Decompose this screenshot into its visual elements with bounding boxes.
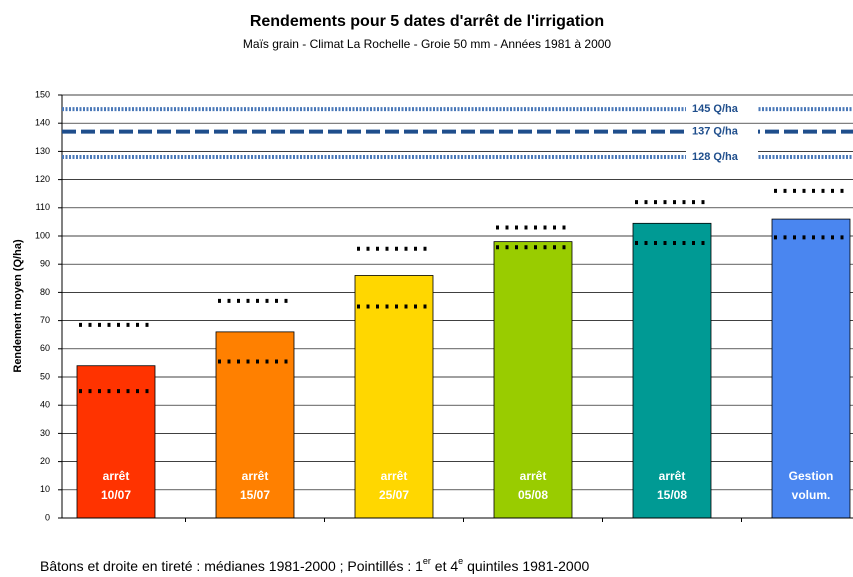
footnote-part: et 4 [431,558,458,574]
label-background [686,124,758,139]
bar-label: arrêt [242,469,269,483]
bar [771,218,851,519]
reference-label: 137 Q/ha [692,126,739,138]
y-tick-label: 100 [35,230,50,240]
y-tick-label: 80 [40,287,50,297]
y-tick-label: 20 [40,456,50,466]
footnote: Bâtons et droite en tireté : médianes 19… [40,556,589,573]
y-tick-label: 30 [40,428,50,438]
bar-label: arrêt [659,469,686,483]
label-background [686,102,758,117]
y-axis-label: Rendement moyen (Q/ha) [12,239,24,373]
y-tick-label: 70 [40,315,50,325]
y-tick-label: 60 [40,343,50,353]
bar-label: 15/08 [657,488,687,502]
bar-label: arrêt [520,469,547,483]
reference-label: 145 Q/ha [692,103,739,115]
bar-label: 10/07 [101,488,131,502]
y-tick-label: 140 [35,118,50,128]
bar-label: Gestion [789,469,834,483]
bar-label: arrêt [381,469,408,483]
bar [493,241,573,519]
bar-label: 05/08 [518,488,548,502]
reference-label: 128 Q/ha [692,151,739,163]
y-tick-label: 110 [36,202,50,212]
y-tick-label: 90 [40,259,50,269]
footnote-part: e [458,556,463,566]
y-tick-label: 150 [35,89,50,99]
bar-label: 15/07 [240,488,270,502]
y-tick-label: 50 [40,371,50,381]
y-tick-label: 120 [35,174,50,184]
bar-label: arrêt [103,469,130,483]
bar [632,222,712,519]
y-tick-label: 130 [35,146,50,156]
chart-subtitle: Maïs grain - Climat La Rochelle - Groie … [243,37,612,51]
footnote-part: Bâtons et droite en tireté : médianes 19… [40,558,423,574]
label-background [686,150,758,165]
y-tick-label: 0 [45,512,50,522]
bar-label: volum. [792,488,831,502]
footnote-part: quintiles 1981-2000 [463,558,589,574]
y-tick-label: 40 [40,400,50,410]
y-tick-label: 10 [40,484,50,494]
bar-label: 25/07 [379,488,409,502]
chart-title: Rendements pour 5 dates d'arrêt de l'irr… [250,13,604,30]
bar [354,275,434,519]
footnote-part: er [423,556,431,566]
